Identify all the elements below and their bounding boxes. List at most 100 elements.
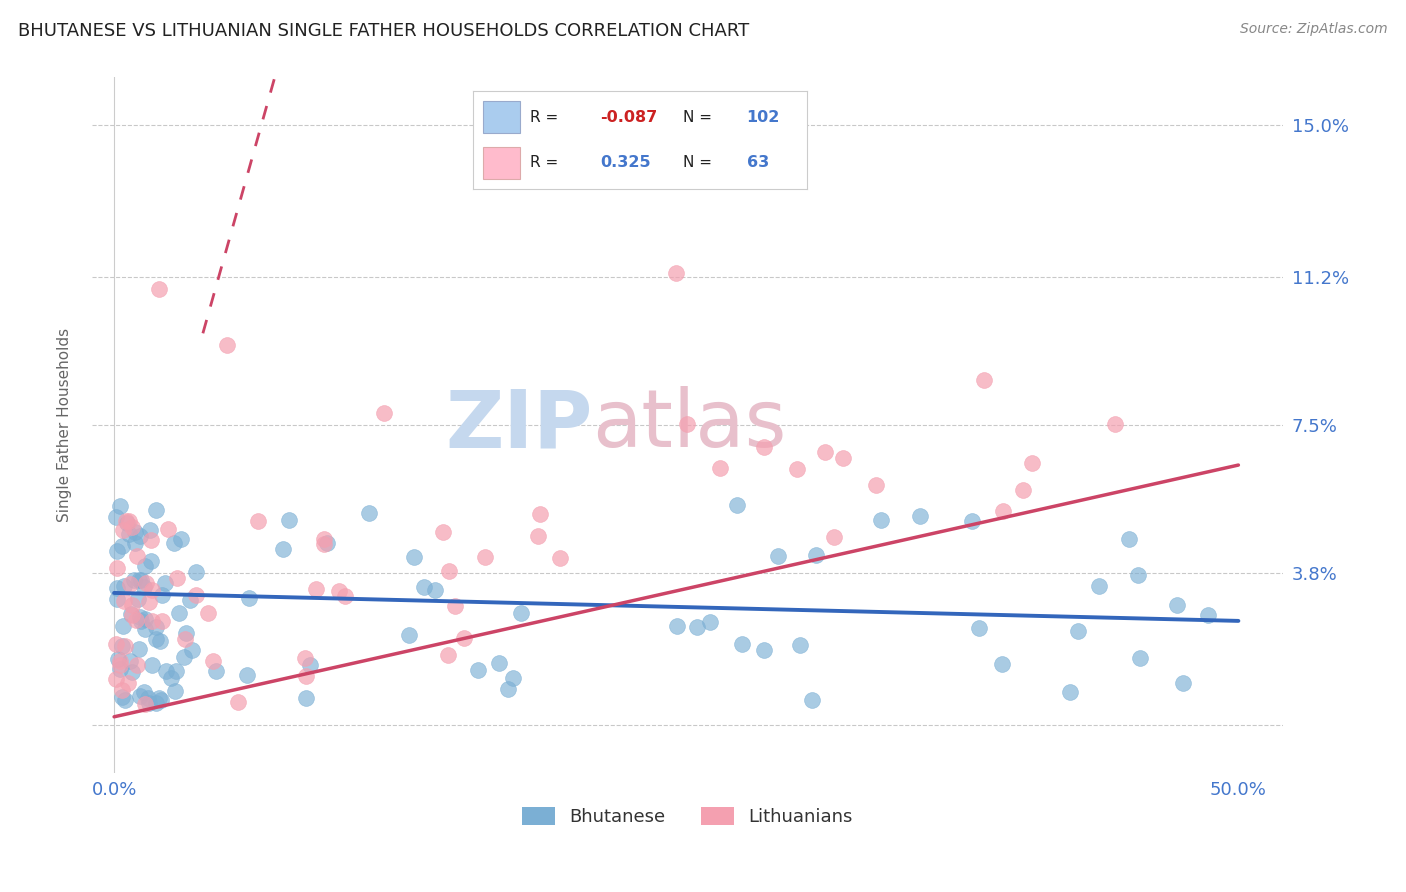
Point: [105, 509, 128, 524]
Point: [294, 669, 316, 683]
Point: [124, 536, 146, 550]
Point: [150, 614, 173, 628]
Point: [155, 664, 177, 678]
Point: [215, 338, 238, 352]
Point: [398, 628, 420, 642]
Point: [112, 594, 135, 608]
Point: [148, 691, 170, 706]
Point: [111, 539, 134, 553]
Point: [869, 513, 891, 527]
Point: [145, 620, 167, 634]
Point: [474, 550, 496, 565]
Text: ZIP: ZIP: [444, 386, 592, 464]
Point: [110, 690, 132, 704]
Point: [111, 639, 134, 653]
Point: [502, 671, 524, 685]
Point: [170, 532, 193, 546]
Point: [467, 663, 489, 677]
Point: [271, 541, 294, 556]
Point: [328, 584, 350, 599]
Point: [529, 507, 551, 521]
Point: [117, 676, 139, 690]
Point: [730, 637, 752, 651]
Point: [443, 599, 465, 613]
Point: [813, 445, 835, 459]
Point: [157, 522, 180, 536]
Point: [184, 589, 207, 603]
Point: [527, 529, 550, 543]
Point: [236, 668, 259, 682]
Point: [134, 580, 156, 594]
Text: atlas: atlas: [592, 386, 786, 464]
Point: [665, 618, 688, 632]
Point: [305, 582, 328, 597]
Point: [141, 583, 163, 598]
Point: [112, 579, 135, 593]
Point: [114, 693, 136, 707]
Point: [993, 504, 1015, 518]
Point: [298, 657, 321, 672]
Point: [118, 515, 141, 529]
Point: [134, 612, 156, 626]
Point: [145, 696, 167, 710]
Point: [167, 606, 190, 620]
Point: [108, 654, 131, 668]
Point: [127, 592, 149, 607]
Point: [1104, 417, 1126, 432]
Point: [108, 500, 131, 514]
Point: [114, 639, 136, 653]
Point: [141, 658, 163, 673]
Point: [129, 573, 152, 587]
Point: [548, 550, 571, 565]
Point: [111, 683, 134, 698]
Point: [1059, 685, 1081, 699]
Point: [114, 514, 136, 528]
Point: [121, 598, 143, 612]
Point: [134, 622, 156, 636]
Point: [121, 607, 143, 622]
Point: [141, 533, 163, 548]
Point: [801, 692, 824, 706]
Point: [186, 565, 208, 579]
Point: [165, 684, 187, 698]
Text: BHUTANESE VS LITHUANIAN SINGLE FATHER HOUSEHOLDS CORRELATION CHART: BHUTANESE VS LITHUANIAN SINGLE FATHER HO…: [18, 22, 749, 40]
Point: [1129, 651, 1152, 665]
Point: [1066, 624, 1088, 638]
Point: [752, 441, 775, 455]
Point: [437, 648, 460, 663]
Point: [205, 664, 228, 678]
Legend: Bhutanese, Lithuanians: Bhutanese, Lithuanians: [515, 799, 860, 833]
Point: [1126, 568, 1149, 582]
Point: [135, 576, 157, 591]
Point: [766, 549, 789, 563]
Text: Source: ZipAtlas.com: Source: ZipAtlas.com: [1240, 22, 1388, 37]
Point: [115, 516, 138, 530]
Point: [294, 651, 316, 665]
Point: [973, 373, 995, 387]
Point: [134, 698, 156, 712]
Point: [150, 588, 173, 602]
Point: [412, 580, 434, 594]
Point: [138, 696, 160, 710]
Point: [423, 583, 446, 598]
Point: [122, 573, 145, 587]
Point: [295, 691, 318, 706]
Point: [127, 549, 149, 564]
Point: [699, 615, 721, 629]
Point: [124, 524, 146, 539]
Point: [174, 625, 197, 640]
Point: [138, 595, 160, 609]
Point: [173, 632, 195, 646]
Point: [960, 514, 983, 528]
Point: [179, 593, 201, 607]
Point: [238, 591, 260, 606]
Point: [991, 657, 1014, 671]
Point: [105, 561, 128, 575]
Point: [789, 638, 811, 652]
Point: [806, 548, 828, 562]
Point: [709, 461, 731, 475]
Point: [145, 503, 167, 517]
Point: [910, 508, 932, 523]
Point: [786, 462, 808, 476]
Point: [510, 606, 533, 620]
